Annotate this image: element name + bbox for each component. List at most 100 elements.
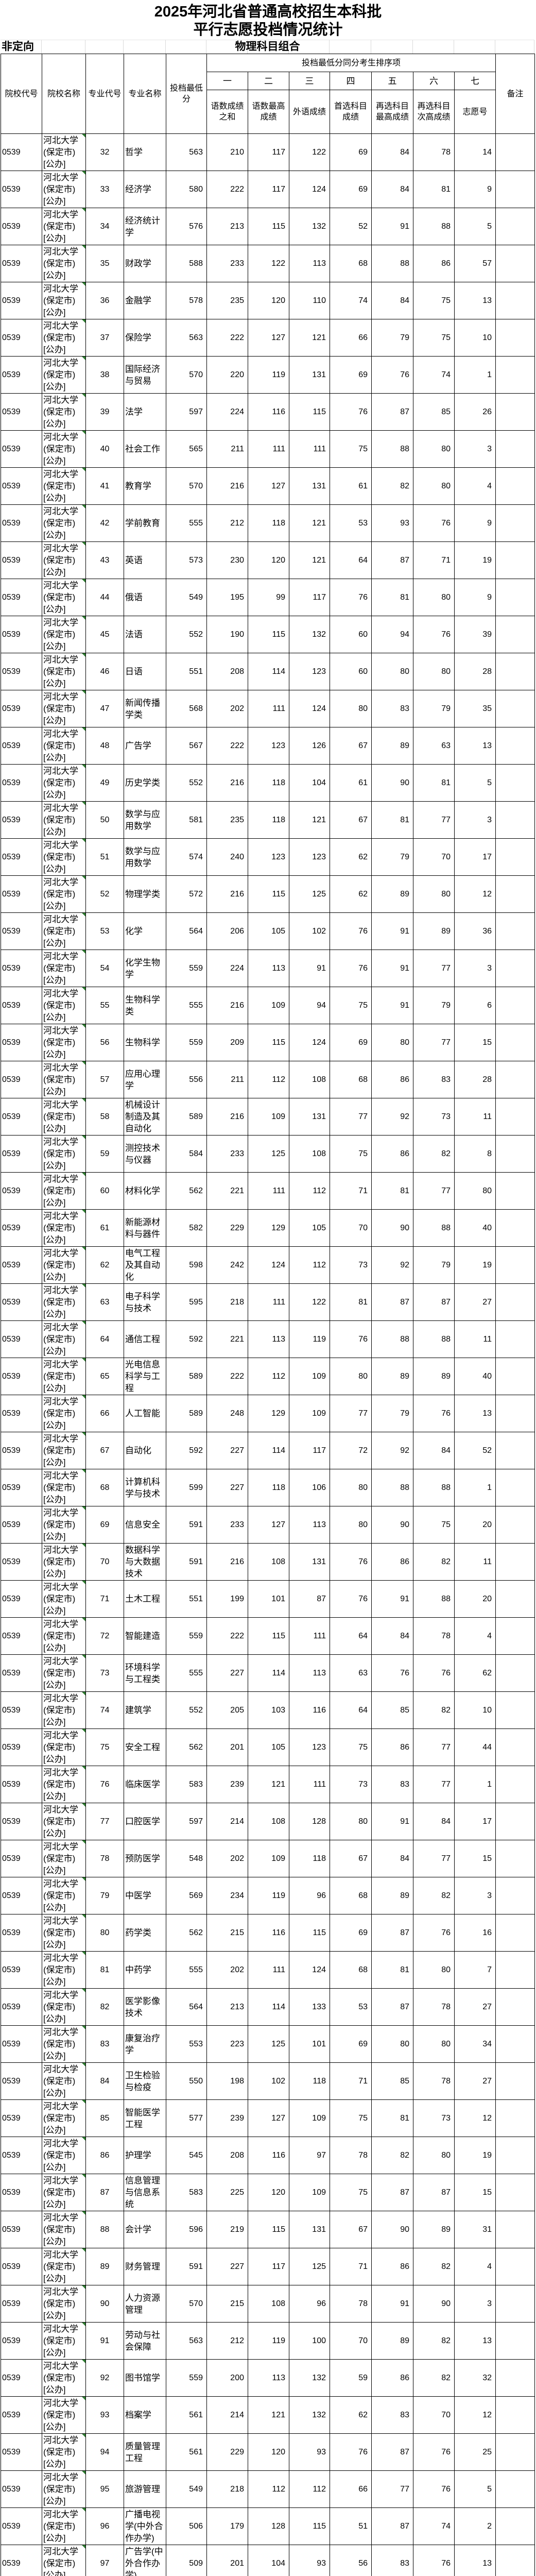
cell-sort-7: 13 <box>454 2322 496 2360</box>
cell-sort-5: 90 <box>371 1209 413 1247</box>
cell-major-code: 37 <box>85 319 124 357</box>
cell-sort-7: 13 <box>454 282 496 319</box>
cell-flag-icon <box>82 2248 85 2252</box>
cell-min-score: 556 <box>166 1061 207 1098</box>
table-row: 0539 河北大学(保定市)[公办] 56 生物科学 559 209 115 124 69 80 7… <box>1 1024 535 1061</box>
cell-sort-3: 133 <box>289 1988 330 2026</box>
cell-sort-5: 84 <box>371 1617 413 1655</box>
cell-sort-1: 215 <box>206 1914 248 1952</box>
header-min-score: 投档最低分 <box>166 54 207 134</box>
cell-sort-3: 131 <box>289 2211 330 2248</box>
cell-major-code: 58 <box>85 1098 124 1136</box>
cell-flag-icon <box>82 2545 85 2549</box>
cell-sort-4: 78 <box>330 2137 372 2174</box>
cell-remark <box>495 1543 535 1581</box>
cell-sort-2: 114 <box>248 1654 289 1692</box>
cell-major-name: 劳动与社会保障 <box>124 2322 166 2360</box>
table-row: 0539 河北大学(保定市)[公办] 79 中医学 569 234 119 96 68 89 82 3 <box>1 1877 535 1914</box>
cell-sort-1: 179 <box>206 2507 248 2545</box>
cell-sort-5: 91 <box>371 2285 413 2323</box>
cell-sort-2: 114 <box>248 653 289 690</box>
cell-sort-6: 87 <box>413 1283 455 1321</box>
cell-major-name: 安全工程 <box>124 1728 166 1766</box>
cell-sort-4: 76 <box>330 912 372 950</box>
cell-sort-3: 118 <box>289 1840 330 1877</box>
cell-sort-2: 101 <box>248 1580 289 1618</box>
cell-min-score: 598 <box>166 1246 207 1284</box>
cell-sort-7: 10 <box>454 1691 496 1729</box>
cell-remark <box>495 1469 535 1506</box>
cell-major-name: 会计学 <box>124 2211 166 2248</box>
table-row: 0539 河北大学(保定市)[公办] 91 劳动与社会保障 563 212 119 100 70… <box>1 2322 535 2360</box>
cell-sort-1: 233 <box>206 245 248 282</box>
cell-sort-4: 51 <box>330 2507 372 2545</box>
cell-remark <box>495 1691 535 1729</box>
cell-sort-2: 127 <box>248 2099 289 2137</box>
cell-college-code: 0539 <box>1 2545 42 2576</box>
cell-sort-7: 40 <box>454 1358 496 1395</box>
cell-college-code: 0539 <box>1 2507 42 2545</box>
cell-college-code: 0539 <box>1 2062 42 2100</box>
cell-major-code: 74 <box>85 1691 124 1729</box>
cell-remark <box>495 912 535 950</box>
cell-sort-5: 90 <box>371 1506 413 1544</box>
cell-sort-2: 99 <box>248 579 289 616</box>
cell-flag-icon <box>82 2285 85 2289</box>
cell-remark <box>495 393 535 431</box>
header-college-code: 院校代号 <box>1 54 42 134</box>
cell-sort-6: 82 <box>413 2322 455 2360</box>
cell-college-name: 河北大学(保定市)[公办] <box>42 1840 86 1877</box>
table-row: 0539 河北大学(保定市)[公办] 81 中药学 555 202 111 124 68 81 80… <box>1 1951 535 1989</box>
cell-sort-1: 199 <box>206 1580 248 1618</box>
cell-flag-icon <box>82 839 85 842</box>
cell-sort-4: 66 <box>330 2470 372 2508</box>
cell-flag-icon <box>82 1247 85 1250</box>
cell-sort-6: 88 <box>413 1209 455 1247</box>
cell-sort-1: 202 <box>206 690 248 727</box>
cell-remark <box>495 1840 535 1877</box>
cell-major-name: 电气工程及其自动化 <box>124 1246 166 1284</box>
cell-flag-icon <box>82 468 85 471</box>
cell-min-score: 561 <box>166 2396 207 2434</box>
table-row: 0539 河北大学(保定市)[公办] 40 社会工作 565 211 111 111 75 88 8… <box>1 430 535 468</box>
cell-college-code: 0539 <box>1 616 42 653</box>
cell-sort-6: 79 <box>413 690 455 727</box>
cell-sort-6: 84 <box>413 1432 455 1469</box>
cell-sort-7: 6 <box>454 987 496 1024</box>
cell-sort-3: 111 <box>289 1617 330 1655</box>
cell-sort-2: 117 <box>248 2248 289 2285</box>
cell-college-code: 0539 <box>1 2174 42 2211</box>
cell-college-name: 河北大学(保定市)[公办] <box>42 1914 86 1952</box>
cell-remark <box>495 2099 535 2137</box>
table-row: 0539 河北大学(保定市)[公办] 46 日语 551 208 114 123 60 80 80 2… <box>1 653 535 690</box>
cell-college-name: 河北大学(保定市)[公办] <box>42 2507 86 2545</box>
cell-sort-5: 86 <box>371 1135 413 1173</box>
table-row: 0539 河北大学(保定市)[公办] 77 口腔医学 597 214 108 128 80 91 8… <box>1 1803 535 1840</box>
cell-sort-5: 84 <box>371 282 413 319</box>
table-row: 0539 河北大学(保定市)[公办] 84 卫生检验与检疫 550 198 102 118 71… <box>1 2062 535 2100</box>
cell-min-score: 553 <box>166 2025 207 2063</box>
cell-remark <box>495 950 535 987</box>
cell-sort-2: 115 <box>248 208 289 245</box>
cell-sort-6: 76 <box>413 2433 455 2471</box>
cell-major-code: 59 <box>85 1135 124 1173</box>
cell-sort-1: 190 <box>206 616 248 653</box>
header-sort-ordinal-6: 六 <box>413 72 455 90</box>
cell-sort-2: 122 <box>248 245 289 282</box>
cell-sort-5: 87 <box>371 1914 413 1952</box>
cell-sort-4: 76 <box>330 1580 372 1618</box>
table-row: 0539 河北大学(保定市)[公办] 80 药学类 562 215 116 115 69 87 76… <box>1 1914 535 1952</box>
cell-min-score: 506 <box>166 2507 207 2545</box>
cell-sort-3: 122 <box>289 133 330 171</box>
cell-sort-5: 94 <box>371 616 413 653</box>
cell-sort-3: 125 <box>289 2248 330 2285</box>
cell-sort-7: 20 <box>454 1506 496 1544</box>
cell-min-score: 552 <box>166 1691 207 1729</box>
cell-remark <box>495 2507 535 2545</box>
cell-college-code: 0539 <box>1 764 42 802</box>
cell-major-name: 数据科学与大数据技术 <box>124 1543 166 1581</box>
cell-min-score: 551 <box>166 653 207 690</box>
cell-college-code: 0539 <box>1 727 42 765</box>
cell-sort-7: 12 <box>454 2099 496 2137</box>
table-row: 0539 河北大学(保定市)[公办] 96 广播电视学(中外合作办学) 506 179 12… <box>1 2507 535 2545</box>
